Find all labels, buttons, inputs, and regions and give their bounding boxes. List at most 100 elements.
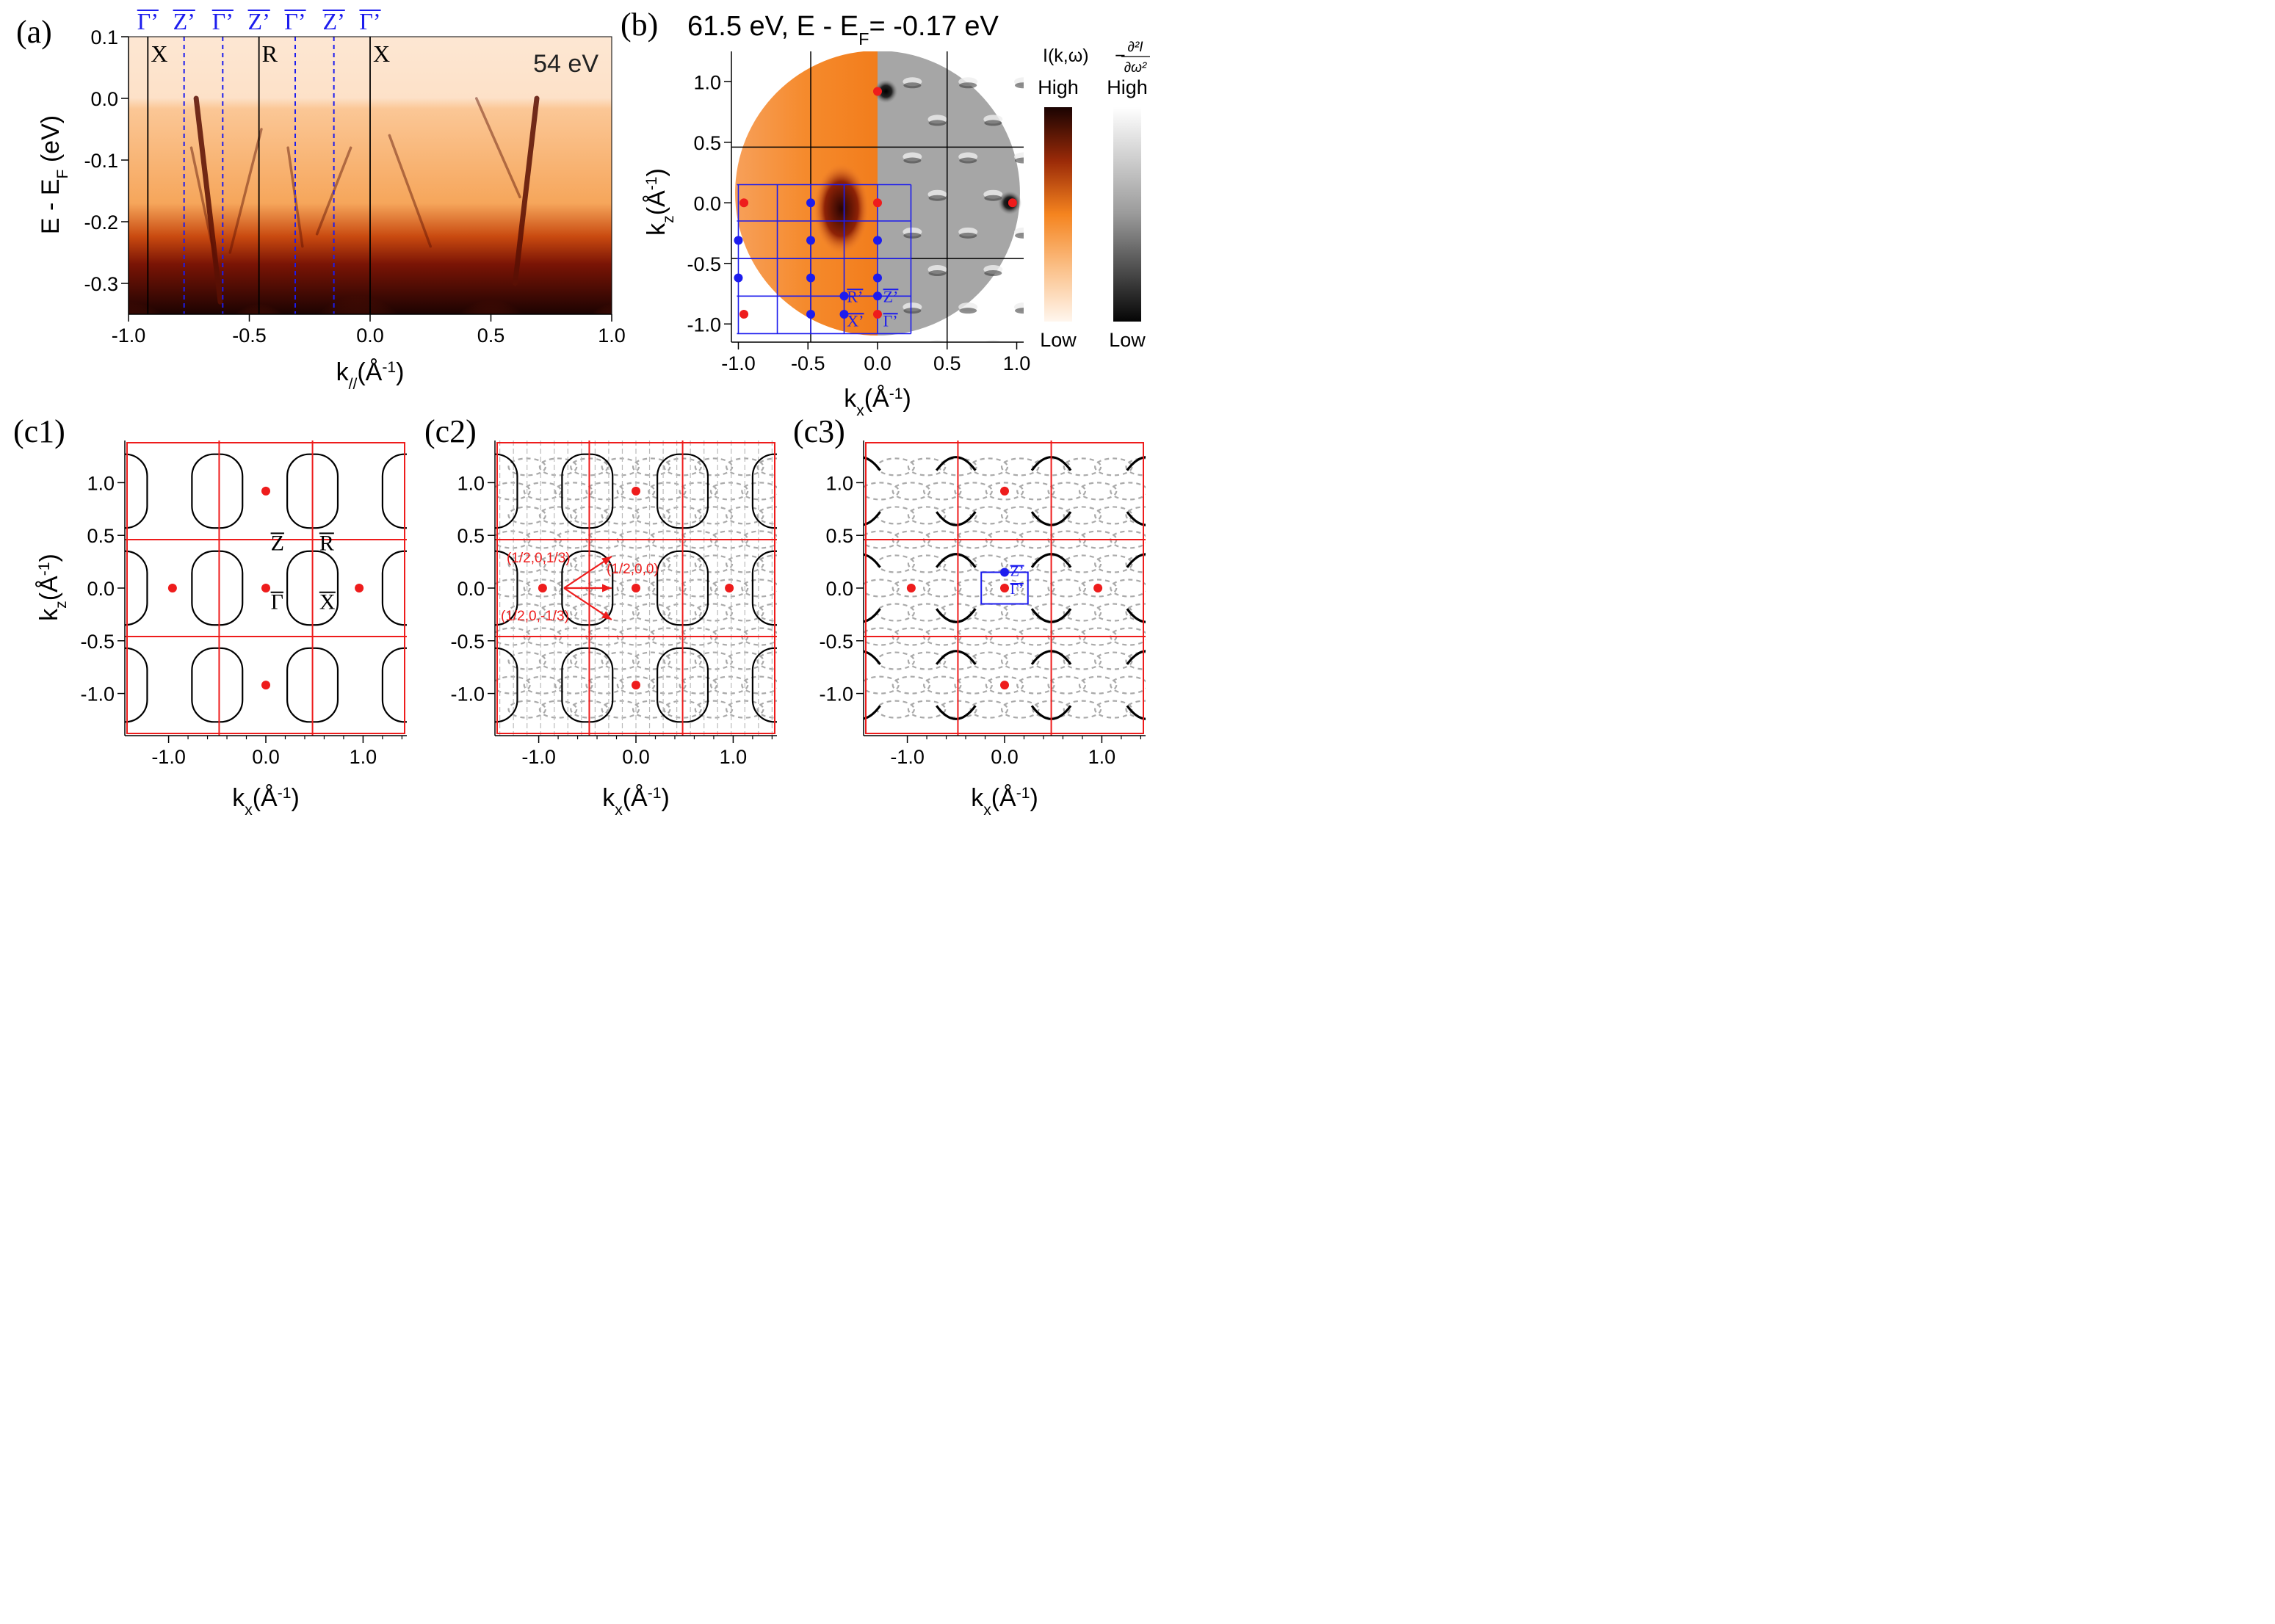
x-axis-title: kx(Å-1) [971,784,1038,819]
surface-point-label: X’ [847,311,864,330]
y-tick-label: 1.0 [87,472,115,494]
x-tick-label: 0.0 [622,746,650,768]
curvature-half [878,51,1020,336]
curvature-feature [959,157,977,164]
fermi-contour [495,647,518,723]
curvature-feature [984,270,1002,276]
top-symmetry-label: Γ’ [359,8,380,35]
fermi-contour-arc [936,705,977,720]
nesting-vector [563,556,612,589]
folded-contour [694,651,734,670]
folded-contour [891,482,931,501]
fermi-contour [125,550,148,626]
bulk-gamma-point [167,584,177,592]
intensity-half [735,51,878,336]
folded-contour [741,675,777,695]
x-tick-label: 1.0 [1088,746,1116,768]
folded-contour [741,482,777,501]
colorbar-title: ∂ω² [1124,60,1147,76]
curvature-feature [984,345,1002,351]
band-dispersion [189,146,222,285]
vector-label: (1/2,0,0) [607,562,659,577]
curvature-feature [1015,232,1024,239]
folded-contour [985,482,1024,501]
fermi-contour-arc [864,553,881,568]
fermi-contour-arc [936,608,977,623]
colorbar-curvature [1113,107,1141,322]
surface-point [806,273,816,283]
contour-map [864,456,1146,720]
curvature-feature [1015,157,1024,164]
panel-a: X R X Γ’ Z’ Γ’ Z’ Γ’ Z’ Γ’ 54 eV -1.0 -0.5 0.0 0.5 1.0 0… [16,8,626,393]
curvature-feature [928,270,947,276]
nesting-vector-head [601,611,612,620]
folded-contour [679,482,718,501]
colorbar-high-label: High [1107,76,1148,98]
folded-contour [907,700,947,719]
curvature-feature [903,157,922,164]
symmetry-point-label: R [262,40,278,67]
bulk-gamma-point [261,584,270,592]
band-dispersion [475,97,521,199]
symmetry-point-label: X [151,40,167,67]
folded-contour [907,457,947,476]
bulk-gamma-point [1093,584,1103,592]
folded-contour [741,579,777,598]
bulk-gamma-point [1000,681,1009,690]
folded-contour [1047,579,1087,598]
folded-contour [1110,482,1146,501]
folded-contour [864,482,900,501]
fermi-contour [561,550,614,626]
fermi-contour [495,453,518,529]
colorbar-low-label: Low [1040,329,1077,351]
surface-point-label: Z’ [1010,564,1024,580]
colorbar-intensity [1044,107,1072,322]
folded-contour [907,554,947,573]
y-tick-label: 0.0 [825,578,853,600]
bulk-gamma-point [873,198,882,208]
fermi-contour [751,453,777,529]
x-tick-label: -1.0 [890,746,925,768]
folded-contour [1000,651,1040,670]
folded-contour [1078,579,1118,598]
surface-point [839,291,849,301]
colorbar-title: − [1115,46,1126,66]
bulk-gamma-point [873,310,882,319]
x-tick-label: -1.0 [112,325,146,347]
band-dispersion [388,134,432,248]
bz-outline [126,442,405,734]
y-tick-label: 1.0 [457,472,485,494]
folded-contour [709,675,749,695]
nesting-vector [563,587,612,620]
curvature-feature [985,340,1002,342]
curvature-feature [928,195,947,201]
folded-contour [756,700,777,719]
x-tick-label: 0.0 [991,746,1019,768]
folded-contour [1125,506,1146,525]
fermi-contour-arc [936,553,977,568]
y-tick-label: -1.0 [80,684,115,706]
folded-contour [1063,651,1102,670]
curvature-feature [1015,308,1024,314]
x-tick-label: -1.0 [151,746,186,768]
top-symmetry-label: Z’ [248,8,270,35]
panel-label: (b) [621,7,658,43]
folded-contour [1063,457,1102,476]
folded-contour [694,506,734,525]
x-tick-label: 0.5 [933,352,961,374]
bulk-gamma-point [538,584,547,592]
folded-contour [495,675,531,695]
folded-contour [538,651,578,670]
folded-contour [694,603,734,622]
surface-point [873,236,882,245]
fermi-contour-arc [1126,553,1146,568]
folded-contour [907,651,947,670]
folded-contour [601,457,640,476]
y-tick-label: 1.0 [693,71,721,93]
fermi-contour [561,647,614,723]
top-symmetry-label: Z’ [173,8,195,35]
y-tick-label: 0.5 [825,525,853,547]
x-tick-label: 1.0 [598,325,626,347]
top-symmetry-label: Z’ [323,8,345,35]
x-tick-label: 0.0 [356,325,384,347]
